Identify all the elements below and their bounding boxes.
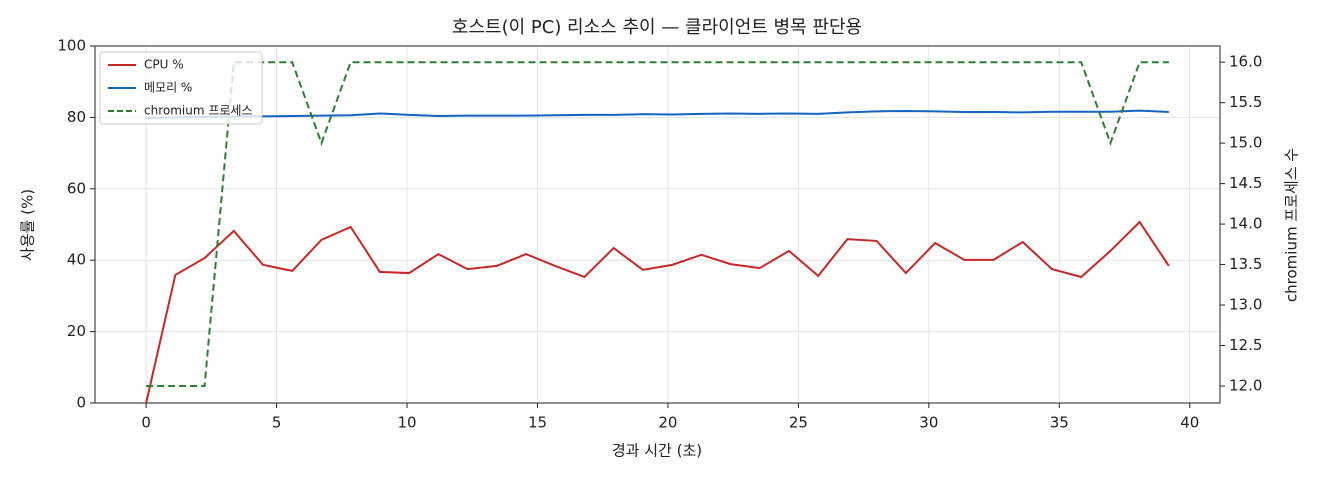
y2-tick-label: 14.0 bbox=[1229, 215, 1262, 233]
y-tick-label: 20 bbox=[67, 322, 86, 340]
legend-label: 메모리 % bbox=[144, 81, 192, 95]
plot-frame bbox=[94, 45, 1221, 404]
y2-tick-label: 15.5 bbox=[1229, 93, 1262, 111]
x-tick-label: 35 bbox=[1050, 414, 1069, 432]
x-tick-label: 0 bbox=[141, 414, 151, 432]
legend-label: chromium 프로세스 bbox=[144, 104, 253, 118]
y2-tick-label: 14.5 bbox=[1229, 174, 1262, 192]
chart-title: 호스트(이 PC) 리소스 추이 — 클라이언트 병목 판단용 bbox=[452, 17, 862, 38]
y2-tick-label: 16.0 bbox=[1229, 53, 1262, 71]
legend-box bbox=[99, 51, 263, 125]
y2-tick-label: 12.5 bbox=[1229, 336, 1262, 354]
y-axis-label: 사용률 (%) bbox=[19, 189, 37, 261]
x-tick-label: 30 bbox=[919, 414, 938, 432]
y2-tick-label: 13.5 bbox=[1229, 255, 1262, 273]
y2-tick-label: 12.0 bbox=[1229, 377, 1262, 395]
x-tick-label: 15 bbox=[528, 414, 547, 432]
y2-axis-label: chromium 프로세스 수 bbox=[1283, 148, 1301, 302]
x-tick-label: 25 bbox=[789, 414, 808, 432]
y-tick-label: 40 bbox=[67, 251, 86, 269]
y-tick-label: 0 bbox=[76, 394, 86, 412]
x-tick-label: 20 bbox=[658, 414, 677, 432]
x-axis-label: 경과 시간 (초) bbox=[612, 442, 702, 460]
x-tick-label: 10 bbox=[397, 414, 416, 432]
y2-tick-label: 13.0 bbox=[1229, 296, 1262, 314]
series-line bbox=[146, 109, 1169, 120]
x-tick-label: 40 bbox=[1180, 414, 1199, 432]
series-line bbox=[146, 61, 1169, 387]
y-tick-label: 80 bbox=[67, 108, 86, 126]
series-line bbox=[145, 220, 1170, 404]
y-tick-label: 100 bbox=[57, 37, 86, 55]
y-tick-label: 60 bbox=[67, 179, 86, 197]
x-tick-label: 5 bbox=[272, 414, 282, 432]
y2-tick-label: 15.0 bbox=[1229, 134, 1262, 152]
legend-label: CPU % bbox=[144, 58, 184, 72]
